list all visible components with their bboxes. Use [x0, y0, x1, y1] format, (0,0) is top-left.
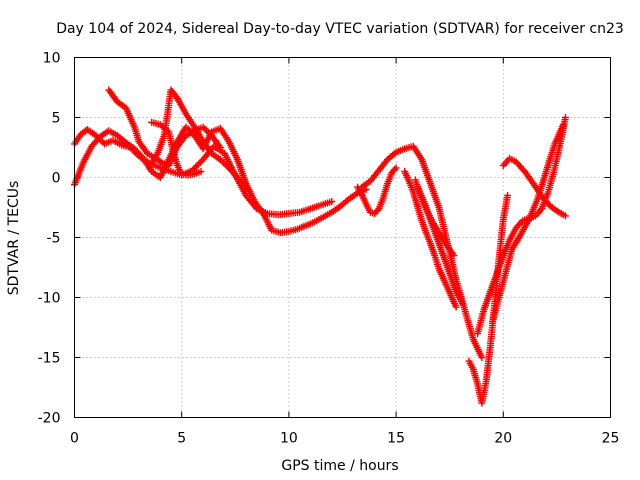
grid-lines: [74, 57, 611, 418]
data-point: [201, 125, 209, 133]
data-point: [392, 164, 400, 172]
y-tick-label: 0: [52, 171, 61, 187]
y-tick-labels: -20 -15 -10 -5 0 5 10: [38, 51, 61, 427]
data-point: [478, 354, 486, 361]
data-point: [157, 158, 165, 166]
data-point: [193, 162, 201, 170]
y-axis-label: SDTVAR / TECUs: [6, 181, 22, 296]
y-tick-label: -10: [38, 291, 61, 307]
series-track-m: [499, 154, 569, 220]
data-point: [504, 192, 512, 199]
data-point: [242, 186, 250, 193]
data-point: [216, 144, 224, 151]
data-point: [559, 121, 567, 129]
data-point: [191, 163, 199, 171]
x-axis-label: GPS time / hours: [281, 458, 398, 474]
x-tick-label: 25: [602, 431, 620, 447]
plot-frame: [74, 57, 611, 418]
data-point: [459, 300, 467, 307]
data-point: [374, 206, 382, 214]
data-point: [450, 252, 458, 259]
data-point: [196, 159, 204, 167]
y-tick-label: -20: [38, 411, 61, 427]
x-tick-label: 0: [70, 431, 79, 447]
data-marks: [71, 86, 569, 407]
x-tick-label: 20: [494, 431, 512, 447]
data-point: [391, 166, 399, 173]
series-track-h: [401, 168, 460, 311]
y-tick-label: -5: [47, 231, 61, 247]
x-tick-labels: 0 5 10 15 20 25: [70, 431, 619, 447]
x-tick-label: 10: [280, 431, 298, 447]
data-point: [561, 212, 569, 220]
series-track-n: [489, 121, 567, 325]
series-track-d: [146, 86, 250, 193]
x-tick-label: 5: [177, 431, 186, 447]
data-point: [328, 198, 336, 205]
data-point: [197, 168, 205, 175]
data-point: [561, 114, 569, 121]
chart-title: Day 104 of 2024, Sidereal Day-to-day VTE…: [56, 21, 624, 37]
y-tick-label: 5: [52, 111, 61, 127]
x-tick-label: 15: [387, 431, 405, 447]
series-track-l: [474, 114, 569, 337]
y-tick-label: 10: [43, 51, 61, 67]
series-track-e: [148, 118, 205, 179]
y-tick-label: -15: [38, 351, 61, 367]
data-point: [362, 186, 370, 193]
series-track-g: [358, 142, 486, 361]
data-point: [452, 303, 460, 311]
data-point: [195, 160, 203, 168]
series-track-j: [411, 176, 458, 259]
